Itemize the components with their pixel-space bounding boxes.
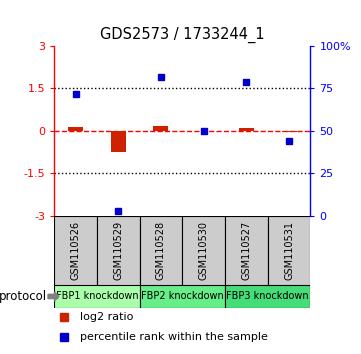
Bar — [268, 216, 310, 285]
Bar — [54, 285, 140, 308]
Bar — [54, 216, 97, 285]
Text: GSM110526: GSM110526 — [70, 221, 81, 280]
Text: GSM110527: GSM110527 — [242, 221, 251, 280]
Text: protocol: protocol — [0, 290, 47, 303]
Title: GDS2573 / 1733244_1: GDS2573 / 1733244_1 — [100, 27, 265, 43]
Bar — [225, 216, 268, 285]
Bar — [68, 127, 83, 131]
Bar — [225, 285, 310, 308]
Text: GSM110529: GSM110529 — [113, 221, 123, 280]
Bar — [97, 216, 140, 285]
Text: percentile rank within the sample: percentile rank within the sample — [80, 332, 268, 342]
Bar — [239, 127, 254, 131]
Text: log2 ratio: log2 ratio — [80, 312, 133, 321]
Bar — [111, 131, 126, 152]
Text: FBP2 knockdown: FBP2 knockdown — [141, 291, 224, 302]
Text: FBP3 knockdown: FBP3 knockdown — [226, 291, 309, 302]
Bar — [140, 285, 225, 308]
Bar — [182, 216, 225, 285]
Bar — [140, 216, 182, 285]
Text: GSM110528: GSM110528 — [156, 221, 166, 280]
Bar — [282, 131, 297, 132]
Text: FBP1 knockdown: FBP1 knockdown — [56, 291, 138, 302]
Text: GSM110531: GSM110531 — [284, 221, 294, 280]
Text: GSM110530: GSM110530 — [199, 221, 209, 280]
Bar — [153, 126, 169, 131]
